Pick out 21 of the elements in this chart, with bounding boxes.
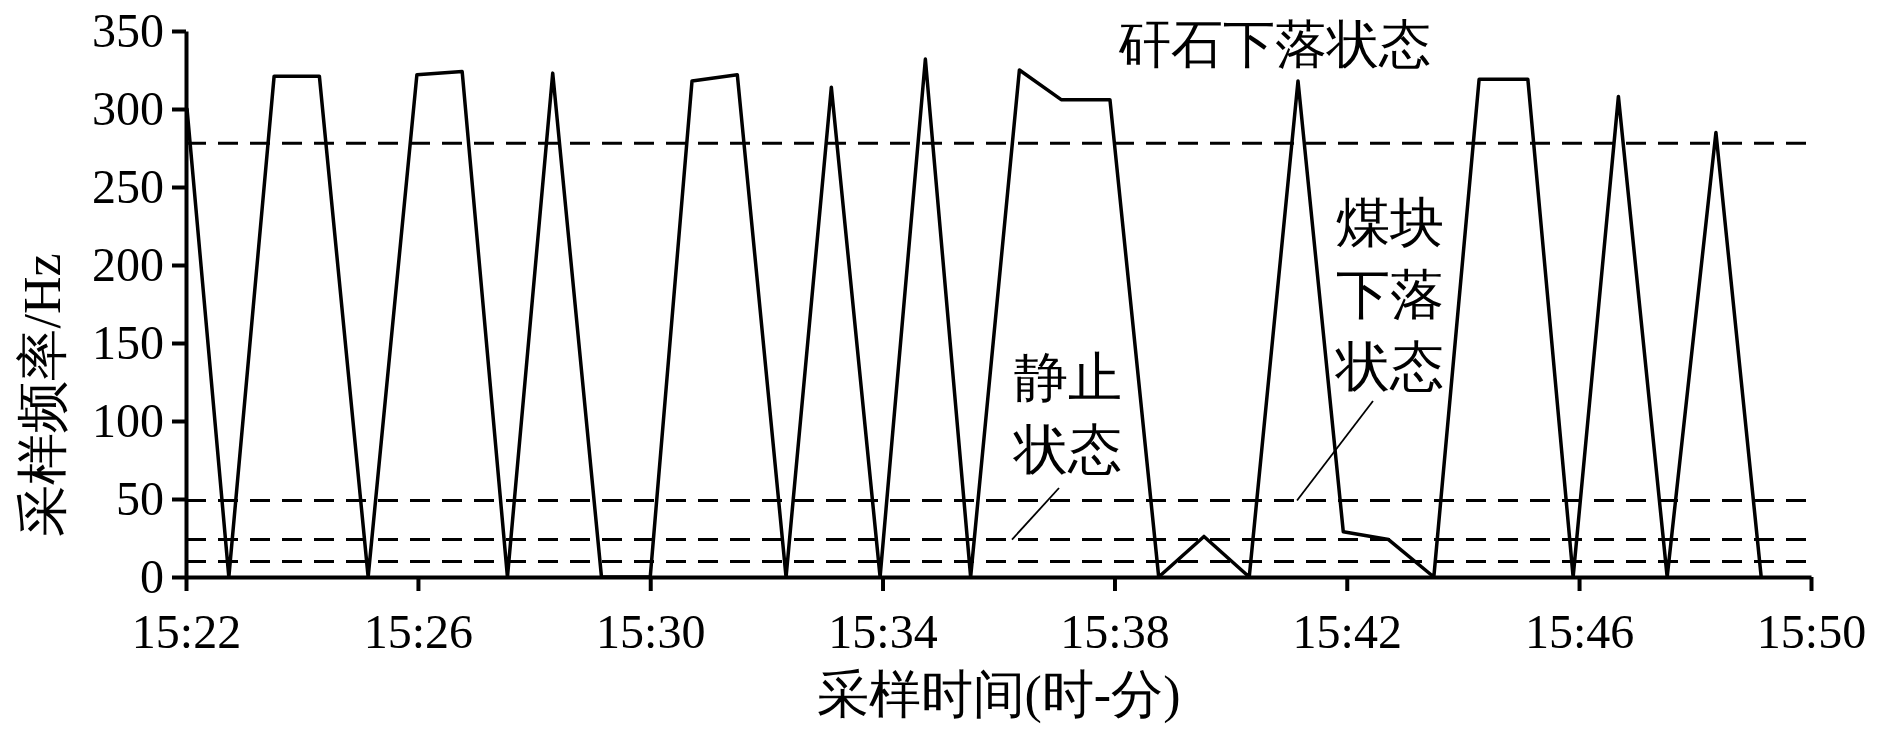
- y-tick-label: 100: [92, 393, 164, 447]
- x-tick-label: 15:30: [596, 605, 706, 659]
- ref-line-label: 煤块下落状态: [1334, 193, 1444, 397]
- y-tick-label: 50: [116, 471, 164, 525]
- y-axis-title: 采样频率/Hz: [13, 253, 71, 537]
- x-tick-label: 15:34: [828, 605, 938, 659]
- x-tick-label: 15:50: [1756, 605, 1867, 659]
- x-tick-label: 15:26: [363, 605, 474, 659]
- y-tick-label: 300: [92, 81, 164, 135]
- x-axis-title: 采样时间(时-分): [816, 666, 1181, 724]
- y-tick-label: 150: [92, 315, 164, 369]
- x-tick-label: 15:42: [1292, 605, 1402, 659]
- ref-line-label: 矸石下落状态: [1118, 15, 1431, 73]
- y-tick-label: 0: [140, 549, 164, 603]
- y-tick-label: 250: [92, 159, 164, 213]
- x-tick-label: 15:38: [1060, 605, 1170, 659]
- y-tick-label: 200: [92, 237, 164, 291]
- ref-line-label: 静止状态: [1012, 348, 1122, 480]
- x-tick-label: 15:46: [1524, 605, 1635, 659]
- x-tick-label: 15:22: [131, 605, 242, 659]
- y-tick-label: 350: [92, 3, 164, 57]
